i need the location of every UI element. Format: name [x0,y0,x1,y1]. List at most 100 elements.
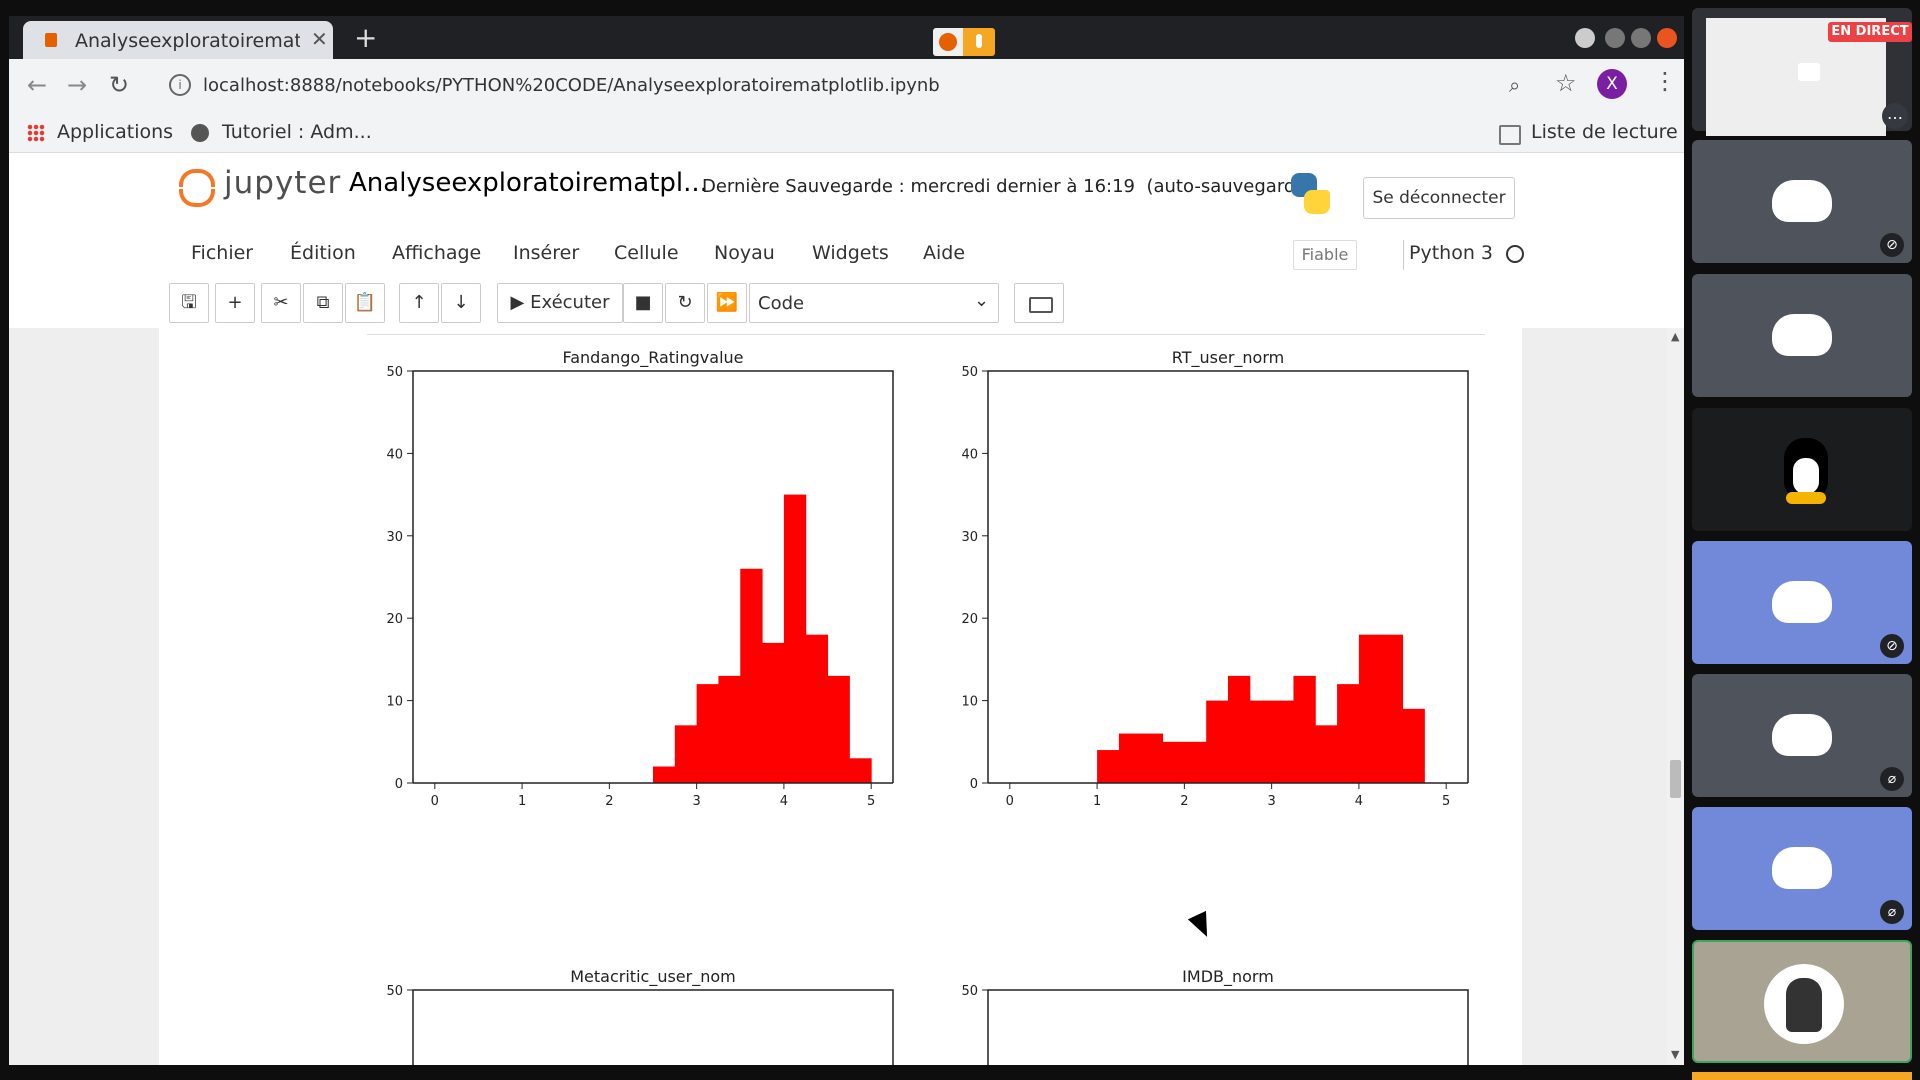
bookmark-tutoriel[interactable]: Tutoriel : Adm... [222,121,372,143]
participant-card[interactable]: ⌀ [1692,807,1912,930]
histogram-bar [1293,675,1316,783]
menu-widgets[interactable]: Widgets [812,242,889,264]
menu-cellule[interactable]: Cellule [614,242,679,264]
notebook-favicon-icon [45,33,57,47]
restart-run-all-icon[interactable]: ⏩ [707,283,747,323]
participant-card[interactable]: ⊘ [1692,541,1912,664]
close-tab-icon[interactable]: ✕ [311,27,328,51]
y-tick-label: 0 [395,777,403,792]
axes-frame [412,989,894,1065]
scroll-down-icon[interactable]: ▼ [1671,1048,1680,1061]
menu-aide[interactable]: Aide [923,242,966,264]
participant-card[interactable] [1692,274,1912,397]
reading-list-button[interactable]: Liste de lecture [1531,121,1678,143]
kernel-name[interactable]: Python 3 [1409,242,1493,264]
discord-logo-icon [1772,714,1832,756]
browser-menu-button[interactable] [1575,28,1595,48]
address-bar[interactable]: i localhost:8888/notebooks/PYTHON%20CODE… [157,67,1527,107]
close-window-button[interactable] [1657,28,1677,48]
bookmark-applications[interactable]: Applications [57,121,174,143]
screen-share-indicators[interactable] [933,28,995,56]
minimize-button[interactable] [1605,28,1625,48]
histogram-bar [1380,634,1404,783]
logout-button[interactable]: Se déconnecter [1363,177,1515,219]
menu-fichier[interactable]: Fichier [191,242,254,264]
jupyter-logo-icon[interactable] [177,167,215,207]
python-logo-icon [1291,173,1331,214]
reload-icon[interactable]: ↻ [109,71,130,99]
menu-affichage[interactable]: Affichage [392,242,482,264]
save-status: Dernière Sauvegarde : mercredi dernier à… [702,176,1313,197]
profile-avatar[interactable]: X [1597,69,1627,99]
save-button[interactable]: 🖫 [169,283,209,323]
notebook-scrollbar[interactable]: ▲ ▼ [1667,328,1684,1065]
reading-list-icon [1499,125,1521,145]
histogram-bar [1184,741,1207,783]
y-tick-label: 30 [961,530,978,545]
jupyter-brand[interactable]: jupyter [224,165,342,201]
copy-cells-icon[interactable]: ⧉ [303,283,343,323]
x-tick-label: 2 [1180,794,1188,809]
last-save-text: Dernière Sauvegarde : mercredi dernier à… [702,176,1135,197]
navigation-bar: ← → ↻ i localhost:8888/notebooks/PYTHON%… [9,59,1684,114]
notebook-title[interactable]: Analyseexploratoirematpl... [349,168,708,198]
y-tick-label: 50 [386,984,403,999]
participant-card-speaking[interactable] [1692,940,1912,1063]
menu-edition[interactable]: Édition [290,242,356,264]
participant-card[interactable] [1692,408,1912,531]
move-up-icon[interactable]: ↑ [399,283,439,323]
site-info-icon[interactable]: i [169,74,191,96]
url-text[interactable]: localhost:8888/notebooks/PYTHON%20CODE/A… [203,75,940,96]
deafened-icon: ⊘ [1880,233,1904,257]
y-tick-label: 20 [386,612,403,627]
apps-grid-icon [27,124,45,142]
firefox-icon [933,28,963,56]
move-down-icon[interactable]: ↓ [441,283,481,323]
y-tick-label: 50 [961,365,978,380]
run-button[interactable]: ▶ Exécuter [497,283,623,323]
x-tick-label: 5 [867,794,875,809]
screenshare-preview-card[interactable]: EN DIRECT … [1692,8,1912,136]
back-arrow-icon[interactable]: ← [27,71,48,99]
insert-cell-button[interactable]: + [215,283,255,323]
x-tick-label: 4 [780,794,788,809]
new-tab-button[interactable]: + [354,21,378,54]
menu-inserer[interactable]: Insérer [513,242,580,264]
zoom-icon[interactable]: ⌕ [1509,73,1521,97]
forward-arrow-icon[interactable]: → [67,71,88,99]
bookmark-star-icon[interactable]: ☆ [1555,69,1577,97]
paste-cells-icon[interactable]: 📋 [345,283,385,323]
y-tick-label: 40 [386,447,403,462]
restart-kernel-icon[interactable]: ↻ [665,283,705,323]
scroll-up-icon[interactable]: ▲ [1671,330,1680,343]
y-tick-label: 10 [386,695,403,710]
x-tick-label: 0 [431,794,439,809]
trusted-badge[interactable]: Fiable [1293,240,1357,270]
menu-noyau[interactable]: Noyau [714,242,775,264]
more-options-icon[interactable]: … [1882,103,1908,129]
participant-card[interactable]: ⊘ [1692,140,1912,263]
histogram-bar [805,634,829,783]
cut-cells-icon[interactable]: ✂ [261,283,301,323]
scrollbar-thumb[interactable] [1670,760,1681,798]
notebook-scroll-area[interactable]: Fandango_Ratingvalue 0 10 20 30 40 50 0 1 2 3 4 5 RT_… [9,328,1684,1065]
maximize-button[interactable] [1631,28,1651,48]
x-tick-label: 1 [518,794,526,809]
histogram-bar [674,725,698,783]
cell-type-select[interactable]: Code ⌄ [749,283,999,323]
browser-window: Analyseexploratoirematp ✕ + ← → ↻ i loca… [9,16,1684,1065]
tab-title: Analyseexploratoirematp [75,30,300,52]
histogram-bar [1249,700,1273,783]
command-palette-keyboard-icon[interactable] [1014,283,1064,323]
more-menu-icon[interactable]: ⋮ [1653,67,1677,95]
participant-card[interactable]: ⌀ [1692,674,1912,797]
globe-icon [191,124,209,142]
interrupt-kernel-icon[interactable]: ■ [623,283,663,323]
x-tick-label: 2 [605,794,613,809]
histogram-bar [1140,733,1164,783]
histogram-bar [1118,733,1142,783]
browser-tab-active[interactable]: Analyseexploratoirematp ✕ [23,21,333,59]
histogram-bar [1228,675,1251,783]
y-tick-label: 50 [961,984,978,999]
